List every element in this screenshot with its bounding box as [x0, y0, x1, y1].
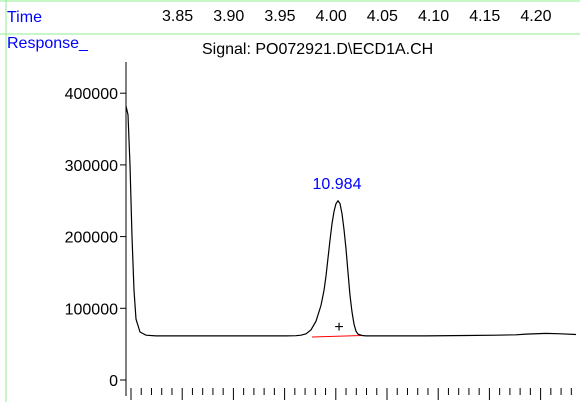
peak-baseline [311, 335, 363, 338]
y-tick-label: 300000 [65, 158, 118, 175]
signal-title: Signal: PO072921.D\ECD1A.CH [202, 41, 433, 58]
y-tick-labels: 0 100000 200000 300000 400000 [65, 86, 126, 390]
y-tick-label: 400000 [65, 86, 118, 103]
x-tick-label: 3.95 [264, 8, 295, 25]
peak-label: 10.984 [313, 176, 362, 193]
y-tick-label: 100000 [65, 301, 118, 318]
x-tick-label: 3.90 [213, 8, 244, 25]
x-minor-ticks [130, 388, 572, 400]
x-tick-label: 4.15 [469, 8, 500, 25]
signal-trace [125, 105, 577, 337]
x-tick-label: 4.10 [418, 8, 449, 25]
time-axis-label: Time [7, 9, 42, 26]
y-tick-label: 0 [109, 373, 118, 390]
y-tick-label: 200000 [65, 230, 118, 247]
x-tick-label: 3.85 [162, 8, 193, 25]
x-tick-label: 4.00 [316, 8, 347, 25]
x-tick-labels: 3.85 3.90 3.95 4.00 4.05 4.10 4.15 4.20 [162, 8, 552, 25]
response-axis-label: Response_ [7, 35, 89, 52]
x-tick-label: 4.20 [520, 8, 551, 25]
x-tick-label: 4.05 [367, 8, 398, 25]
integration-marker: + [334, 319, 343, 336]
